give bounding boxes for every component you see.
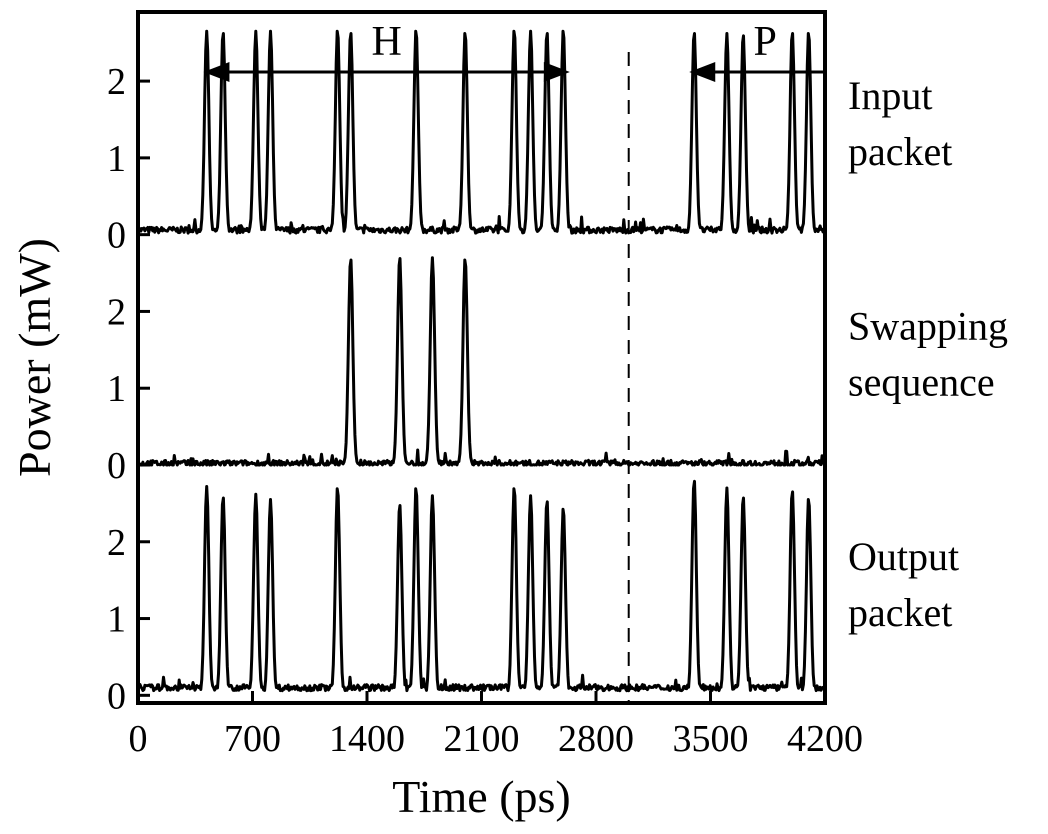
series-line — [136, 29, 827, 235]
x-tick-label: 4200 — [787, 718, 863, 760]
annotation-P-label: P — [753, 19, 776, 65]
series-line — [136, 256, 827, 467]
x-tick-label: 700 — [224, 718, 281, 760]
x-axis-ticks: 0 700 1400 2100 2800 3500 4200 — [129, 691, 863, 760]
x-tick-label: 2100 — [444, 718, 520, 760]
arrowhead — [543, 62, 570, 82]
y-tick-label: 0 — [107, 675, 126, 717]
y-tick-label: 2 — [107, 291, 126, 333]
y-tick-label: 2 — [107, 61, 126, 103]
y-tick-label: 1 — [107, 138, 126, 180]
arrowhead — [689, 62, 716, 82]
arrowhead — [203, 62, 230, 82]
annotation-H-label: H — [371, 19, 401, 65]
series-label: Swapping — [848, 304, 1008, 349]
y-tick-label: 0 — [107, 215, 126, 257]
series-labels: Input packet Swapping sequence Output packet — [848, 73, 1008, 635]
series-line — [136, 479, 827, 693]
x-tick-label: 1400 — [329, 718, 405, 760]
y-axis-ticks: 0 1 2 0 1 2 0 1 2 — [107, 61, 150, 717]
x-tick-label: 0 — [129, 718, 148, 760]
series-label: packet — [848, 590, 952, 635]
y-tick-label: 1 — [107, 368, 126, 410]
x-tick-label: 3500 — [673, 718, 749, 760]
series-label: packet — [848, 129, 952, 174]
series-label: Output — [848, 534, 959, 579]
x-axis-title: Time (ps) — [392, 771, 571, 822]
series-label: sequence — [848, 360, 995, 405]
y-tick-label: 1 — [107, 599, 126, 641]
y-tick-label: 2 — [107, 522, 126, 564]
y-tick-label: 0 — [107, 445, 126, 487]
plot-frame — [136, 10, 827, 705]
panels — [136, 29, 827, 693]
series-label: Input — [848, 73, 932, 118]
x-tick-label: 2800 — [558, 718, 634, 760]
y-axis-title: Power (mW) — [9, 238, 60, 477]
